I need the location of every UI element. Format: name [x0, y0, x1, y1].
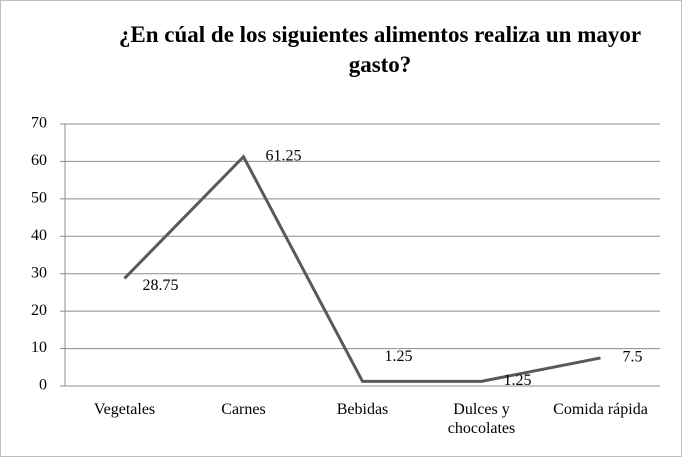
y-tick-label: 70 — [31, 115, 47, 132]
data-label: 1.25 — [504, 372, 532, 389]
x-tick-label: Carnes — [221, 401, 266, 418]
x-tick-label: Vegetales — [93, 401, 156, 418]
y-tick-label: 0 — [39, 377, 47, 394]
y-tick-label: 60 — [31, 152, 47, 169]
y-tick-label: 30 — [31, 264, 47, 281]
chart-title: ¿En cúal de los siguientes alimentos rea… — [118, 22, 642, 77]
y-tick-label: 20 — [31, 302, 47, 319]
x-tick-label: Bebidas — [336, 401, 389, 418]
data-label: 1.25 — [385, 348, 413, 365]
data-label: 28.75 — [143, 277, 179, 294]
data-label: 61.25 — [266, 147, 302, 164]
y-tick-label: 10 — [31, 339, 47, 356]
data-label: 7.5 — [623, 349, 643, 366]
y-tick-label: 40 — [31, 227, 47, 244]
x-tick-label: Comida rápida — [553, 401, 648, 418]
x-tick-label: Dulces y chocolates — [447, 401, 516, 437]
line-series — [123, 154, 601, 383]
y-tick-label: 50 — [31, 190, 47, 207]
